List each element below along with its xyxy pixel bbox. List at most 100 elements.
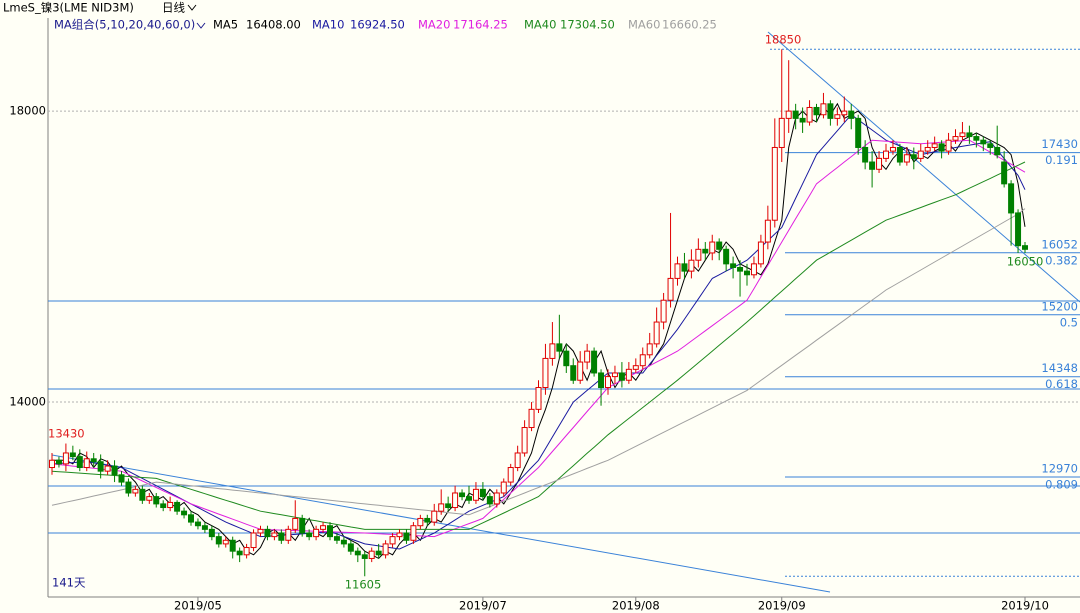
candle-body [639, 354, 646, 367]
fib-price-label: 17430 [1041, 137, 1078, 151]
candle-body [375, 550, 382, 556]
candle-body [299, 517, 306, 534]
candle-body [347, 543, 354, 552]
candle-body [271, 532, 278, 538]
candle-body [667, 277, 674, 301]
candle-body [201, 525, 208, 530]
candle-body [264, 528, 271, 538]
candle-body [646, 343, 653, 356]
candle-body [792, 110, 799, 119]
period-selector[interactable]: 日线 [162, 1, 185, 15]
indicator-selector[interactable]: MA组合(5,10,20,40,60,0) [54, 18, 195, 32]
candle-body [702, 248, 709, 254]
candle-body [472, 488, 479, 501]
fib-price-label: 16052 [1041, 237, 1078, 251]
extreme-label: 18850 [765, 33, 802, 47]
candle-body [938, 143, 945, 152]
candle-body [994, 146, 1001, 156]
candle-body [598, 372, 605, 389]
candle-body [799, 117, 806, 123]
candle-body [924, 146, 931, 152]
candle-body [118, 474, 125, 483]
candle-body [452, 492, 459, 509]
candle-body [570, 365, 577, 381]
candle-body [215, 536, 222, 545]
extreme-label: 11605 [345, 578, 382, 592]
candle-body [889, 146, 896, 152]
candle-body [1001, 161, 1008, 185]
candle-body [292, 517, 299, 530]
ma-line [51, 161, 1026, 530]
candle-body [834, 114, 841, 119]
candle-body [410, 525, 417, 541]
candle-body [368, 550, 375, 559]
candle-body [90, 458, 97, 463]
candle-body [542, 357, 549, 389]
candle-body [959, 132, 966, 138]
candle-body [883, 150, 889, 159]
candle-body [931, 143, 938, 148]
x-tick-label: 2019/09 [758, 599, 806, 613]
candle-body [709, 241, 716, 254]
candle-body [62, 452, 69, 465]
candle-body [438, 503, 445, 512]
extreme-label: 13430 [48, 427, 85, 441]
legend-name: MA20 [418, 18, 450, 32]
candle-body [306, 532, 313, 538]
ma-line [51, 114, 1026, 550]
candle-body [535, 387, 542, 410]
candle-body [424, 517, 431, 523]
candle-body [563, 350, 570, 367]
candle-body [466, 496, 472, 501]
candle-body [806, 106, 813, 123]
instrument-title: LmeS_镍3(LME NID3M) [3, 1, 134, 15]
candle-body [333, 536, 340, 541]
ma-line [52, 102, 1026, 560]
candle-body [917, 150, 924, 159]
candle-body [236, 550, 243, 556]
candle-body [479, 488, 486, 498]
candle-body [556, 343, 563, 352]
period-chevron[interactable] [187, 4, 197, 11]
fib-ratio-label: 0.5 [1060, 315, 1078, 329]
candle-body [757, 241, 764, 265]
x-tick-label: 2019/08 [612, 599, 660, 613]
candle-body [257, 528, 264, 534]
legend-name: MA40 [524, 18, 556, 32]
legend-value: 16660.25 [662, 18, 717, 32]
trend-line [767, 31, 1080, 303]
candle-body [104, 465, 111, 472]
x-tick-label: 2019/10 [1001, 599, 1049, 613]
indicator-chevron[interactable] [196, 22, 206, 29]
legend-value: 16408.00 [246, 18, 301, 32]
candle-body [744, 270, 750, 276]
candle-body [611, 372, 618, 378]
candle-body [973, 136, 980, 141]
candle-body [549, 343, 556, 359]
candle-body [584, 350, 591, 363]
candle-body [848, 110, 855, 119]
candle-body [730, 263, 737, 268]
candle-body [514, 452, 521, 469]
candle-body [903, 154, 910, 163]
candle-body [125, 481, 132, 494]
candle-body [1015, 212, 1022, 247]
candle-body [827, 103, 834, 119]
candle-body [500, 481, 507, 494]
candle-body [653, 321, 660, 345]
fib-ratio-label: 0.809 [1045, 477, 1078, 491]
candle-body [1022, 245, 1028, 250]
candle-body [243, 547, 250, 556]
candle-body [49, 459, 55, 469]
legend-value: 16924.50 [350, 18, 405, 32]
candle-body [813, 106, 820, 116]
candle-body [139, 488, 146, 501]
candle-body [250, 532, 257, 549]
candle-body [285, 528, 292, 541]
candle-body [208, 528, 215, 538]
candle-body [869, 161, 876, 170]
extreme-label: 16050 [1007, 255, 1044, 269]
legend-name: MA10 [312, 18, 344, 32]
legend-value: 17304.50 [560, 18, 615, 32]
